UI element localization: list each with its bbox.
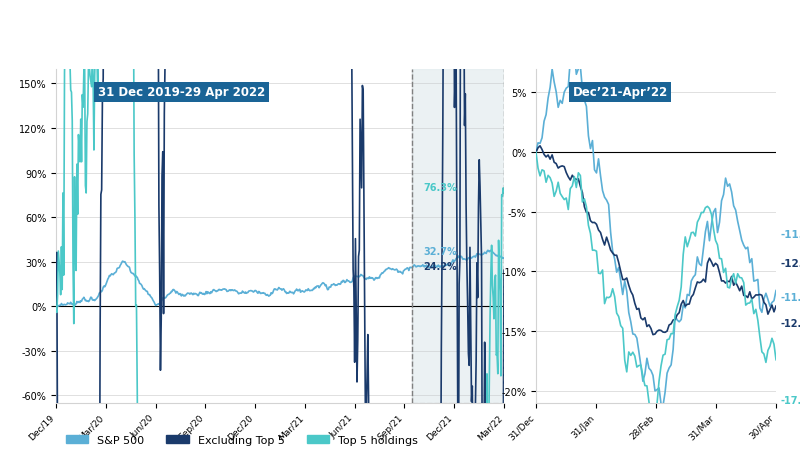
- Bar: [412, 69, 504, 403]
- Text: 31 Dec 2019-29 Apr 2022: 31 Dec 2019-29 Apr 2022: [98, 86, 265, 99]
- Text: Dec’21-Apr’22: Dec’21-Apr’22: [572, 86, 668, 99]
- Text: 32.7%: 32.7%: [423, 247, 457, 257]
- Text: -11.6%: -11.6%: [781, 293, 800, 302]
- Text: -11.6%: -11.6%: [781, 229, 800, 239]
- Bar: [412, 62, 505, 403]
- Text: 76.3%: 76.3%: [423, 183, 457, 193]
- Text: 24.2%: 24.2%: [423, 262, 457, 271]
- Text: -12.9%: -12.9%: [781, 318, 800, 328]
- Text: -17.4%: -17.4%: [781, 395, 800, 405]
- Text: S&P returns with and without top five holdings - 31 Dec 2019 to 29 Apr 2022: S&P returns with and without top five ho…: [145, 21, 655, 34]
- Legend: S&P 500, Excluding Top 5, Top 5 holdings: S&P 500, Excluding Top 5, Top 5 holdings: [62, 431, 422, 449]
- Text: -12.9%: -12.9%: [781, 258, 800, 268]
